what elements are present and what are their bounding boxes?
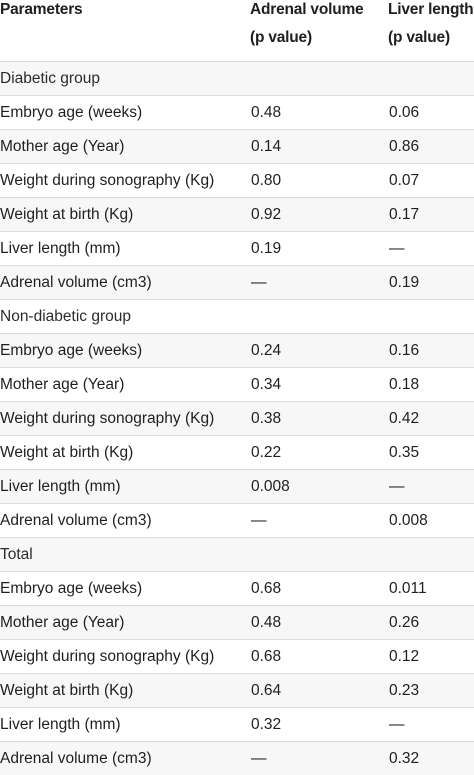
adrenal-volume-cell: 0.32: [250, 708, 388, 742]
table-row: Adrenal volume (cm3)—0.008: [0, 504, 474, 538]
adrenal-volume-cell: —: [250, 504, 388, 538]
liver-length-cell: 0.42: [388, 402, 474, 436]
liver-length-cell: 0.86: [388, 130, 474, 164]
liver-length-cell: —: [388, 470, 474, 504]
liver-length-cell: —: [388, 708, 474, 742]
liver-length-cell: 0.23: [388, 674, 474, 708]
liver-length-cell: 0.07: [388, 164, 474, 198]
adrenal-volume-cell: 0.34: [250, 368, 388, 402]
liver-length-cell: 0.06: [388, 96, 474, 130]
parameter-cell: Weight during sonography (Kg): [0, 164, 250, 198]
parameter-cell: Embryo age (weeks): [0, 334, 250, 368]
group-header-row: Total: [0, 538, 474, 572]
table-row: Adrenal volume (cm3)—0.19: [0, 266, 474, 300]
table-row: Liver length (mm)0.19—: [0, 232, 474, 266]
header-adrenal-line1: Adrenal volume: [250, 1, 363, 18]
liver-length-cell: 0.011: [388, 572, 474, 606]
adrenal-volume-cell: —: [250, 742, 388, 775]
adrenal-volume-cell: 0.008: [250, 470, 388, 504]
adrenal-volume-cell: 0.38: [250, 402, 388, 436]
liver-length-cell: —: [388, 232, 474, 266]
liver-length-cell: 0.008: [388, 504, 474, 538]
liver-length-cell: 0.19: [388, 266, 474, 300]
liver-length-cell: 0.12: [388, 640, 474, 674]
liver-length-cell: 0.26: [388, 606, 474, 640]
adrenal-volume-cell: 0.22: [250, 436, 388, 470]
parameter-cell: Mother age (Year): [0, 368, 250, 402]
header-liver-length: Liver length (p value): [388, 0, 474, 62]
group-label: Total: [0, 538, 474, 572]
liver-length-cell: 0.18: [388, 368, 474, 402]
group-label: Non-diabetic group: [0, 300, 474, 334]
group-label: Diabetic group: [0, 62, 474, 96]
adrenal-volume-cell: 0.48: [250, 96, 388, 130]
group-header-row: Non-diabetic group: [0, 300, 474, 334]
adrenal-volume-cell: 0.24: [250, 334, 388, 368]
adrenal-volume-cell: 0.80: [250, 164, 388, 198]
adrenal-volume-cell: 0.19: [250, 232, 388, 266]
parameter-cell: Liver length (mm): [0, 232, 250, 266]
parameter-cell: Adrenal volume (cm3): [0, 266, 250, 300]
header-liver-line2: (p value): [388, 29, 474, 47]
liver-length-cell: 0.35: [388, 436, 474, 470]
header-adrenal-volume: Adrenal volume (p value): [250, 0, 388, 62]
header-parameters: Parameters: [0, 0, 250, 62]
group-header-row: Diabetic group: [0, 62, 474, 96]
table-row: Liver length (mm)0.008—: [0, 470, 474, 504]
parameter-cell: Adrenal volume (cm3): [0, 504, 250, 538]
adrenal-volume-cell: 0.68: [250, 572, 388, 606]
liver-length-cell: 0.32: [388, 742, 474, 775]
adrenal-volume-cell: 0.92: [250, 198, 388, 232]
liver-length-cell: 0.16: [388, 334, 474, 368]
adrenal-volume-cell: 0.48: [250, 606, 388, 640]
header-adrenal-line2: (p value): [250, 29, 388, 47]
header-liver-line1: Liver length: [388, 1, 473, 18]
header-row: Parameters Adrenal volume (p value) Live…: [0, 0, 474, 62]
parameter-cell: Liver length (mm): [0, 470, 250, 504]
liver-length-cell: 0.17: [388, 198, 474, 232]
parameter-cell: Mother age (Year): [0, 606, 250, 640]
parameter-cell: Weight at birth (Kg): [0, 198, 250, 232]
parameter-cell: Weight during sonography (Kg): [0, 402, 250, 436]
adrenal-volume-cell: —: [250, 266, 388, 300]
parameter-cell: Weight at birth (Kg): [0, 436, 250, 470]
parameter-cell: Weight during sonography (Kg): [0, 640, 250, 674]
adrenal-volume-cell: 0.64: [250, 674, 388, 708]
adrenal-volume-cell: 0.68: [250, 640, 388, 674]
parameter-cell: Adrenal volume (cm3): [0, 742, 250, 775]
parameter-cell: Mother age (Year): [0, 130, 250, 164]
parameter-cell: Liver length (mm): [0, 708, 250, 742]
table-row: Liver length (mm)0.32—: [0, 708, 474, 742]
parameter-cell: Weight at birth (Kg): [0, 674, 250, 708]
header-parameters-label: Parameters: [0, 1, 82, 18]
parameter-cell: Embryo age (weeks): [0, 96, 250, 130]
parameter-cell: Embryo age (weeks): [0, 572, 250, 606]
table-row: Adrenal volume (cm3)—0.32: [0, 742, 474, 775]
adrenal-volume-cell: 0.14: [250, 130, 388, 164]
